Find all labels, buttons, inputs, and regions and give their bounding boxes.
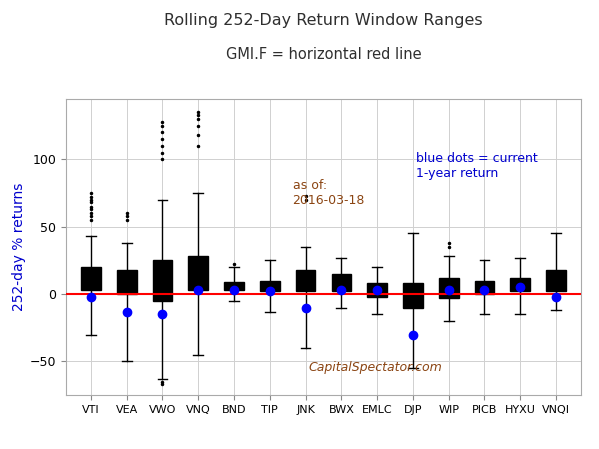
- PathPatch shape: [189, 256, 208, 290]
- Y-axis label: 252-day % returns: 252-day % returns: [11, 183, 26, 311]
- PathPatch shape: [117, 270, 137, 294]
- PathPatch shape: [403, 283, 423, 308]
- PathPatch shape: [224, 282, 244, 290]
- Text: CapitalSpectator.com: CapitalSpectator.com: [308, 361, 442, 374]
- Text: as of:
2016-03-18: as of: 2016-03-18: [292, 179, 365, 207]
- PathPatch shape: [367, 283, 387, 297]
- PathPatch shape: [260, 281, 280, 291]
- Text: blue dots = current
1-year return: blue dots = current 1-year return: [416, 152, 538, 180]
- PathPatch shape: [296, 270, 316, 291]
- PathPatch shape: [331, 274, 351, 291]
- PathPatch shape: [439, 278, 458, 298]
- PathPatch shape: [81, 267, 101, 290]
- PathPatch shape: [474, 281, 494, 294]
- PathPatch shape: [153, 260, 173, 301]
- Text: GMI.F = horizontal red line: GMI.F = horizontal red line: [226, 47, 421, 62]
- Text: Rolling 252-Day Return Window Ranges: Rolling 252-Day Return Window Ranges: [164, 13, 483, 28]
- PathPatch shape: [546, 270, 566, 291]
- PathPatch shape: [510, 278, 530, 291]
